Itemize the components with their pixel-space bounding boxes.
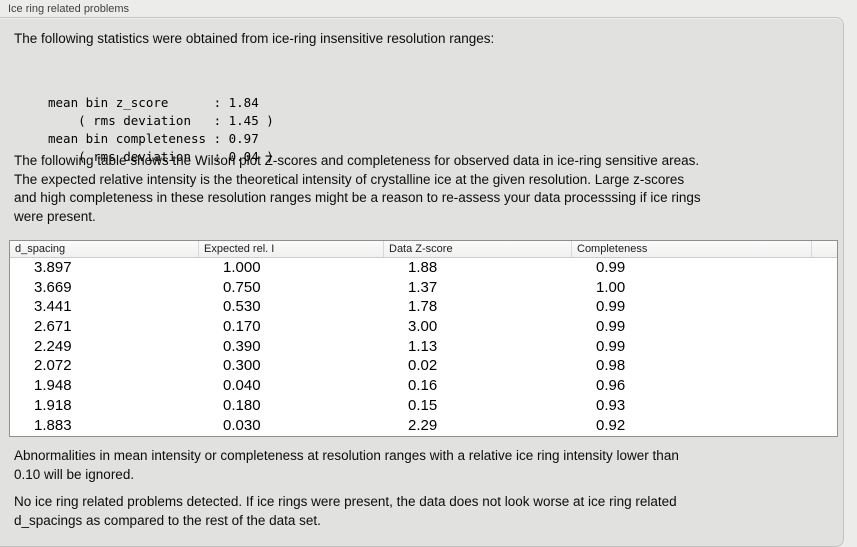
column-header-data-z-score[interactable]: Data Z-score (384, 241, 572, 257)
table-row[interactable]: 3.897 1.000 1.88 0.99 (10, 258, 837, 278)
table-cell-completeness: 1.00 (596, 278, 626, 296)
table-cell-completeness: 0.93 (596, 396, 626, 414)
column-header-expected-rel-i[interactable]: Expected rel. I (199, 241, 384, 257)
result-note-text: No ice ring related problems detected. I… (14, 493, 677, 530)
table-cell-d-spacing: 1.918 (34, 396, 72, 414)
table-cell-data-z-score: 2.29 (408, 416, 438, 434)
note-line: No ice ring related problems detected. I… (14, 494, 677, 509)
table-cell-completeness: 0.96 (596, 377, 626, 395)
table-row[interactable]: 3.669 0.750 1.37 1.00 (10, 278, 837, 298)
table-cell-data-z-score: 0.15 (408, 396, 438, 414)
table-cell-completeness: 0.99 (596, 318, 626, 336)
description-line: were present. (14, 209, 96, 225)
table-cell-spacer (812, 356, 837, 376)
note-line: Abnormalities in mean intensity or compl… (14, 448, 679, 463)
table-row[interactable]: 3.441 0.530 1.78 0.99 (10, 297, 837, 317)
ignore-note-text: Abnormalities in mean intensity or compl… (14, 447, 679, 484)
table-row[interactable]: 2.671 0.170 3.00 0.99 (10, 317, 837, 337)
description-line: The following table shows the Wilson plo… (14, 153, 700, 168)
table-cell-completeness: 0.98 (596, 357, 626, 375)
table-cell-d-spacing: 3.669 (34, 278, 72, 296)
table-row[interactable]: 1.883 0.030 2.29 0.92 (10, 416, 837, 436)
panel-title: Ice ring related problems (8, 3, 130, 15)
table-cell-d-spacing: 1.883 (34, 416, 72, 434)
column-header-completeness[interactable]: Completeness (572, 241, 812, 257)
table-cell-completeness: 0.99 (596, 259, 626, 276)
table-cell-spacer (812, 337, 837, 357)
stats-line: mean bin z_score : 1.84 (48, 95, 259, 110)
table-cell-data-z-score: 1.13 (408, 337, 438, 355)
table-cell-data-z-score: 0.16 (408, 377, 438, 395)
table-cell-d-spacing: 2.249 (34, 337, 72, 355)
table-cell-expected-rel-i: 0.030 (223, 416, 261, 434)
column-header-spacer (812, 241, 837, 257)
table-cell-completeness: 0.92 (596, 416, 626, 434)
table-cell-data-z-score: 1.88 (408, 259, 438, 276)
table-row[interactable]: 2.072 0.300 0.02 0.98 (10, 356, 837, 376)
table-cell-d-spacing: 3.441 (34, 298, 72, 316)
table-cell-expected-rel-i: 0.390 (223, 337, 261, 355)
table-cell-expected-rel-i: 0.300 (223, 357, 261, 375)
table-cell-expected-rel-i: 0.750 (223, 278, 261, 296)
description-line: and high completeness in these resolutio… (14, 190, 701, 206)
table-body: 3.897 1.000 1.88 0.99 3.669 0.750 1.37 1… (10, 258, 837, 435)
table-row[interactable]: 2.249 0.390 1.13 0.99 (10, 337, 837, 357)
table-cell-spacer (812, 317, 837, 337)
table-cell-expected-rel-i: 0.170 (223, 318, 261, 336)
table-cell-completeness: 0.99 (596, 337, 626, 355)
intro-text: The following statistics were obtained f… (14, 31, 495, 46)
table-row[interactable]: 1.948 0.040 0.16 0.96 (10, 376, 837, 396)
table-cell-expected-rel-i: 1.000 (223, 259, 261, 276)
table-cell-d-spacing: 2.072 (34, 357, 72, 375)
table-cell-d-spacing: 1.948 (34, 377, 72, 395)
column-header-d-spacing[interactable]: d_spacing (10, 241, 199, 257)
table-cell-spacer (812, 278, 837, 298)
table-cell-expected-rel-i: 0.040 (223, 377, 261, 395)
stats-line: ( rms deviation : 1.45 ) (48, 113, 274, 128)
table-cell-d-spacing: 3.897 (34, 259, 72, 276)
table-cell-completeness: 0.99 (596, 298, 626, 316)
table-cell-data-z-score: 3.00 (408, 318, 438, 336)
description-line: The expected relative intensity is the t… (14, 171, 685, 187)
ice-ring-table: d_spacing Expected rel. I Data Z-score C… (9, 240, 838, 437)
description-text: The following table shows the Wilson plo… (14, 152, 701, 227)
table-cell-data-z-score: 0.02 (408, 357, 438, 375)
table-cell-data-z-score: 1.78 (408, 298, 438, 316)
table-header-row: d_spacing Expected rel. I Data Z-score C… (10, 241, 837, 258)
stats-block: mean bin z_score : 1.84 ( rms deviation … (48, 58, 274, 166)
stats-line: mean bin completeness : 0.97 (48, 131, 259, 146)
table-row[interactable]: 1.918 0.180 0.15 0.93 (10, 396, 837, 416)
note-line: 0.10 will be ignored. (14, 466, 135, 482)
stats-line: ( rms deviation : 0.04 ) (48, 149, 274, 164)
table-cell-spacer (812, 258, 837, 278)
table-cell-data-z-score: 1.37 (408, 278, 438, 296)
table-cell-spacer (812, 396, 837, 416)
table-cell-spacer (812, 376, 837, 396)
table-cell-spacer (812, 416, 837, 436)
table-cell-d-spacing: 2.671 (34, 318, 72, 336)
table-cell-spacer (812, 297, 837, 317)
table-cell-expected-rel-i: 0.180 (223, 396, 261, 414)
note-line: d_spacings as compared to the rest of th… (14, 512, 321, 528)
table-cell-expected-rel-i: 0.530 (223, 298, 261, 316)
